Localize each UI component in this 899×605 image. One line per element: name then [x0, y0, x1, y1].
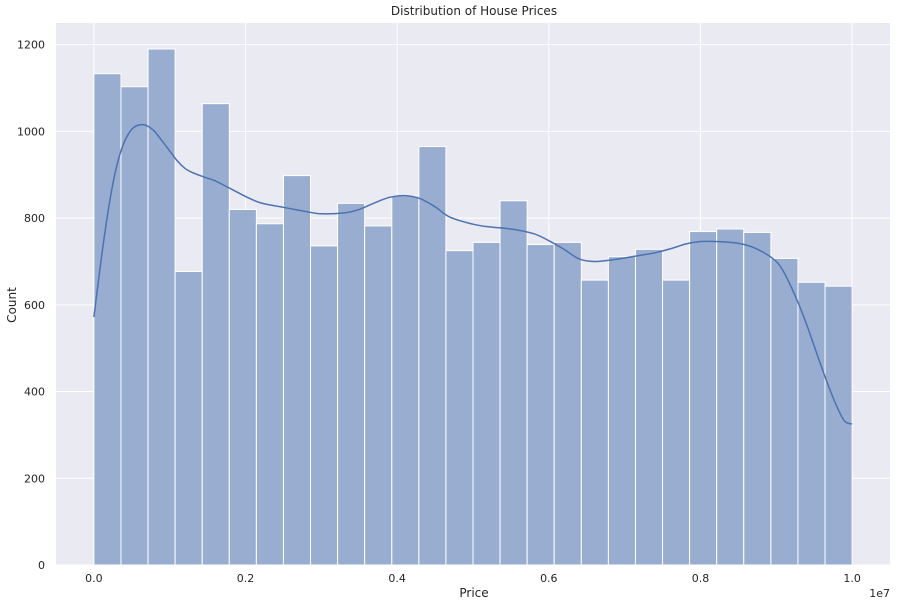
histogram-bar [228, 208, 257, 566]
x-tick-label: 0.4 [388, 572, 406, 585]
histogram-bar [310, 245, 339, 566]
x-tick-label: 0.0 [85, 572, 103, 585]
histogram-bar [607, 256, 636, 566]
histogram-bars [93, 48, 853, 566]
histogram-bar [282, 175, 312, 566]
histogram-bar [770, 257, 799, 566]
y-tick-label: 200 [24, 472, 45, 485]
histogram-bar [337, 202, 366, 566]
x-tick-label: 0.6 [540, 572, 558, 585]
y-axis-label: Count [5, 287, 19, 323]
histogram-bar [201, 103, 230, 566]
chart-title: Distribution of House Prices [391, 4, 557, 18]
y-tick-label: 400 [24, 386, 45, 399]
y-tick-label: 1000 [17, 125, 45, 138]
histogram-bar [526, 244, 555, 566]
y-tick-label: 600 [24, 299, 45, 312]
histogram-bar [716, 228, 745, 566]
x-tick-label: 0.2 [237, 572, 255, 585]
histogram-bar [689, 231, 718, 566]
histogram-bar [120, 86, 149, 566]
y-tick-label: 1200 [17, 39, 45, 52]
histogram-bar [255, 223, 284, 566]
x-tick-label: 1.0 [843, 572, 861, 585]
histogram-bar [472, 241, 501, 566]
histogram-bar [499, 200, 528, 566]
histogram-bar [634, 248, 664, 566]
x-tick-label: 0.8 [692, 572, 710, 585]
histogram-bar [662, 279, 691, 566]
histogram-bar [824, 285, 853, 566]
x-axis-label: Price [459, 586, 488, 600]
kde-curve [93, 123, 853, 425]
histogram-bar [174, 270, 203, 566]
y-tick-label: 0 [38, 559, 45, 572]
histogram-bar [797, 281, 826, 566]
histogram-bar [147, 48, 176, 566]
histogram-bar [364, 225, 393, 566]
histogram-bar [418, 146, 447, 566]
histogram-bar [743, 231, 772, 566]
x-axis-offset-label: 1e7 [869, 587, 890, 600]
histogram-bar [93, 73, 122, 566]
histogram-bar [445, 250, 474, 566]
histogram-bar [553, 241, 582, 566]
histogram-bar [391, 195, 420, 566]
y-axis-ticks: 0 200 400 600 800 1000 1200 [17, 39, 45, 572]
histogram-bar [580, 279, 609, 566]
x-axis-ticks: 0.0 0.2 0.4 0.6 0.8 1.0 [85, 572, 861, 585]
y-tick-label: 800 [24, 212, 45, 225]
